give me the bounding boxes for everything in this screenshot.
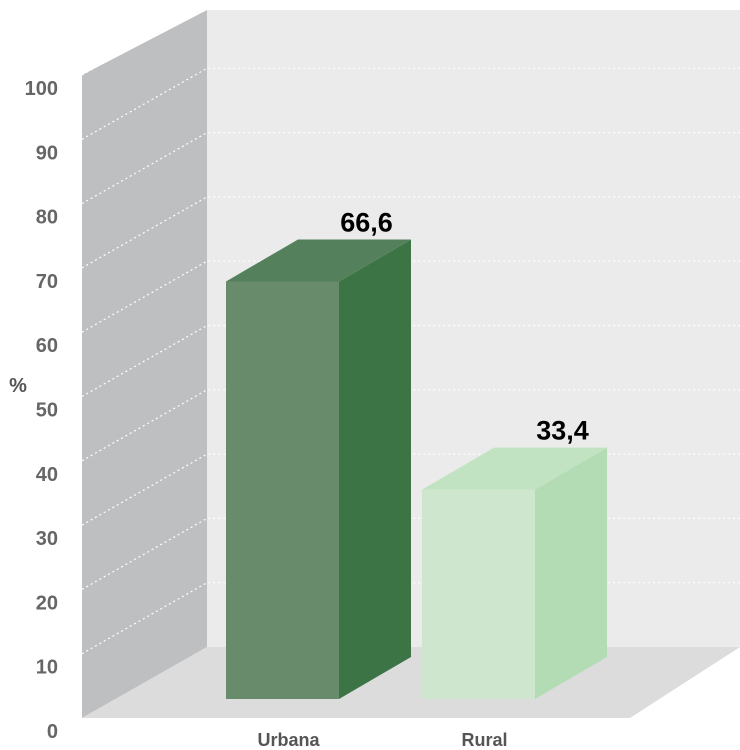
bar-value-label: 33,4 bbox=[536, 416, 589, 446]
y-axis-ticks: 0 10 20 30 40 50 60 70 80 90 100 bbox=[25, 78, 58, 743]
bar-side-urbana bbox=[339, 239, 411, 699]
y-tick-label: 10 bbox=[36, 657, 58, 679]
x-category-label: Urbana bbox=[257, 730, 320, 750]
y-tick-label: 60 bbox=[36, 335, 58, 357]
bar-front-rural bbox=[422, 489, 535, 699]
bar-front-urbana bbox=[226, 281, 339, 699]
y-tick-label: 80 bbox=[36, 207, 58, 229]
category-labels: Urbana Rural bbox=[257, 730, 507, 750]
y-tick-label: 90 bbox=[36, 142, 58, 164]
y-tick-label: 100 bbox=[25, 78, 58, 100]
bar-side-rural bbox=[535, 447, 607, 699]
y-tick-label: 50 bbox=[36, 400, 58, 422]
bar-value-label: 66,6 bbox=[340, 207, 393, 237]
bars: 66,6 33,4 bbox=[226, 207, 607, 699]
bar-top-urbana bbox=[226, 239, 411, 282]
y-tick-label: 30 bbox=[36, 528, 58, 550]
bar-top-rural bbox=[422, 447, 607, 490]
y-axis-unit-label: % bbox=[9, 375, 27, 397]
chart-side-wall bbox=[82, 10, 207, 718]
y-tick-label: 20 bbox=[36, 592, 58, 614]
y-tick-label: 70 bbox=[36, 271, 58, 293]
y-tick-label: 0 bbox=[47, 721, 58, 743]
x-category-label: Rural bbox=[461, 730, 507, 750]
y-tick-label: 40 bbox=[36, 464, 58, 486]
